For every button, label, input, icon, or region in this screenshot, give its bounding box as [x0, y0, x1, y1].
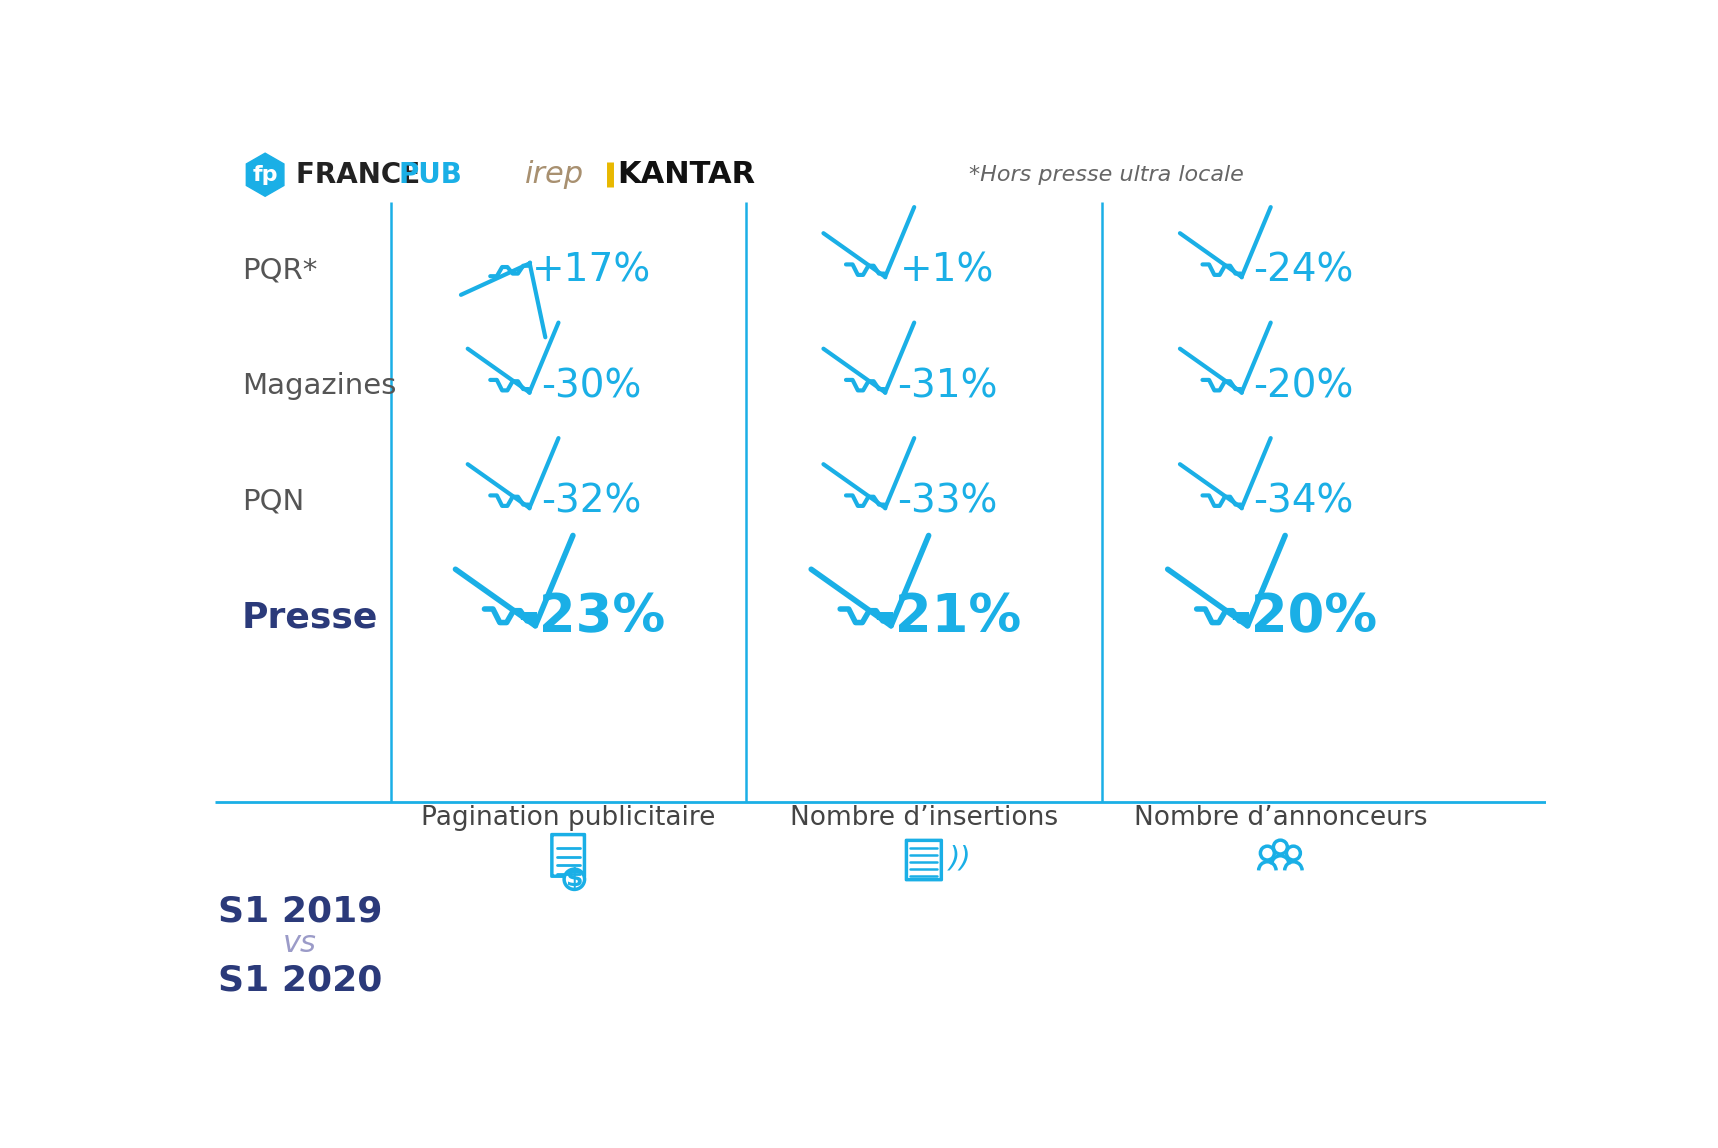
Text: PQR*: PQR* [242, 257, 318, 285]
Text: -24%: -24% [1254, 251, 1354, 290]
Polygon shape [246, 153, 283, 196]
Text: PUB: PUB [399, 161, 462, 188]
Text: -31%: -31% [897, 367, 998, 405]
Text: -23%: -23% [517, 591, 665, 644]
Text: -30%: -30% [541, 367, 641, 405]
Text: fp: fp [253, 164, 278, 185]
Text: -33%: -33% [897, 483, 998, 521]
Text: Pagination publicitaire: Pagination publicitaire [421, 805, 715, 831]
Text: *Hors presse ultra locale: *Hors presse ultra locale [969, 164, 1244, 185]
Text: FRANCE: FRANCE [295, 161, 430, 188]
Text: -34%: -34% [1254, 483, 1354, 521]
Circle shape [564, 869, 584, 890]
Text: $: $ [565, 867, 582, 891]
Text: PQN: PQN [242, 488, 304, 515]
Text: irep: irep [524, 161, 584, 189]
Text: -32%: -32% [541, 483, 641, 521]
Text: Magazines: Magazines [242, 372, 397, 401]
Text: S1 2019: S1 2019 [218, 894, 381, 929]
Text: +1%: +1% [900, 251, 995, 290]
Text: +17%: +17% [533, 251, 651, 290]
Text: -20%: -20% [1254, 367, 1354, 405]
Text: Presse: Presse [242, 600, 378, 635]
Text: -20%: -20% [1230, 591, 1378, 644]
Text: )): )) [948, 844, 972, 872]
Text: KANTAR: KANTAR [618, 161, 756, 189]
Text: vs: vs [283, 930, 316, 959]
Text: -21%: -21% [873, 591, 1020, 644]
Text: Nombre d’annonceurs: Nombre d’annonceurs [1134, 805, 1428, 831]
Text: S1 2020: S1 2020 [218, 964, 381, 998]
Text: Nombre d’insertions: Nombre d’insertions [790, 805, 1058, 831]
